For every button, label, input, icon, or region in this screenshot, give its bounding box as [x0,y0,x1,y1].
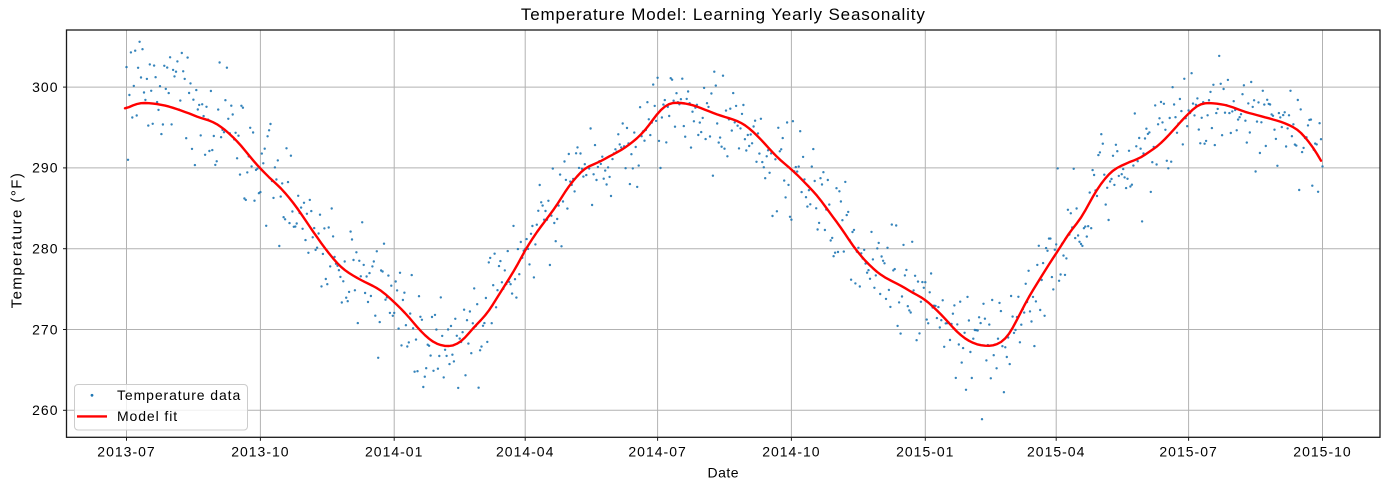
svg-text:Temperature (°F): Temperature (°F) [9,172,26,309]
svg-text:260: 260 [32,402,58,418]
svg-text:Temperature data: Temperature data [117,387,241,403]
svg-text:2015-10: 2015-10 [1293,444,1351,460]
svg-text:2013-10: 2013-10 [231,444,289,460]
svg-text:2014-01: 2014-01 [365,444,423,460]
svg-text:290: 290 [32,160,58,176]
svg-text:2015-04: 2015-04 [1027,444,1085,460]
svg-text:300: 300 [32,79,58,95]
svg-text:2014-10: 2014-10 [762,444,820,460]
svg-text:Model fit: Model fit [117,408,178,424]
svg-text:2014-04: 2014-04 [496,444,554,460]
svg-text:270: 270 [32,321,58,337]
svg-text:2015-01: 2015-01 [896,444,954,460]
svg-text:Temperature Model: Learning Ye: Temperature Model: Learning Yearly Seaso… [521,5,926,24]
svg-text:280: 280 [32,241,58,257]
svg-text:2014-07: 2014-07 [628,444,686,460]
svg-text:2013-07: 2013-07 [97,444,155,460]
svg-text:Date: Date [708,465,740,481]
svg-text:2015-07: 2015-07 [1159,444,1217,460]
